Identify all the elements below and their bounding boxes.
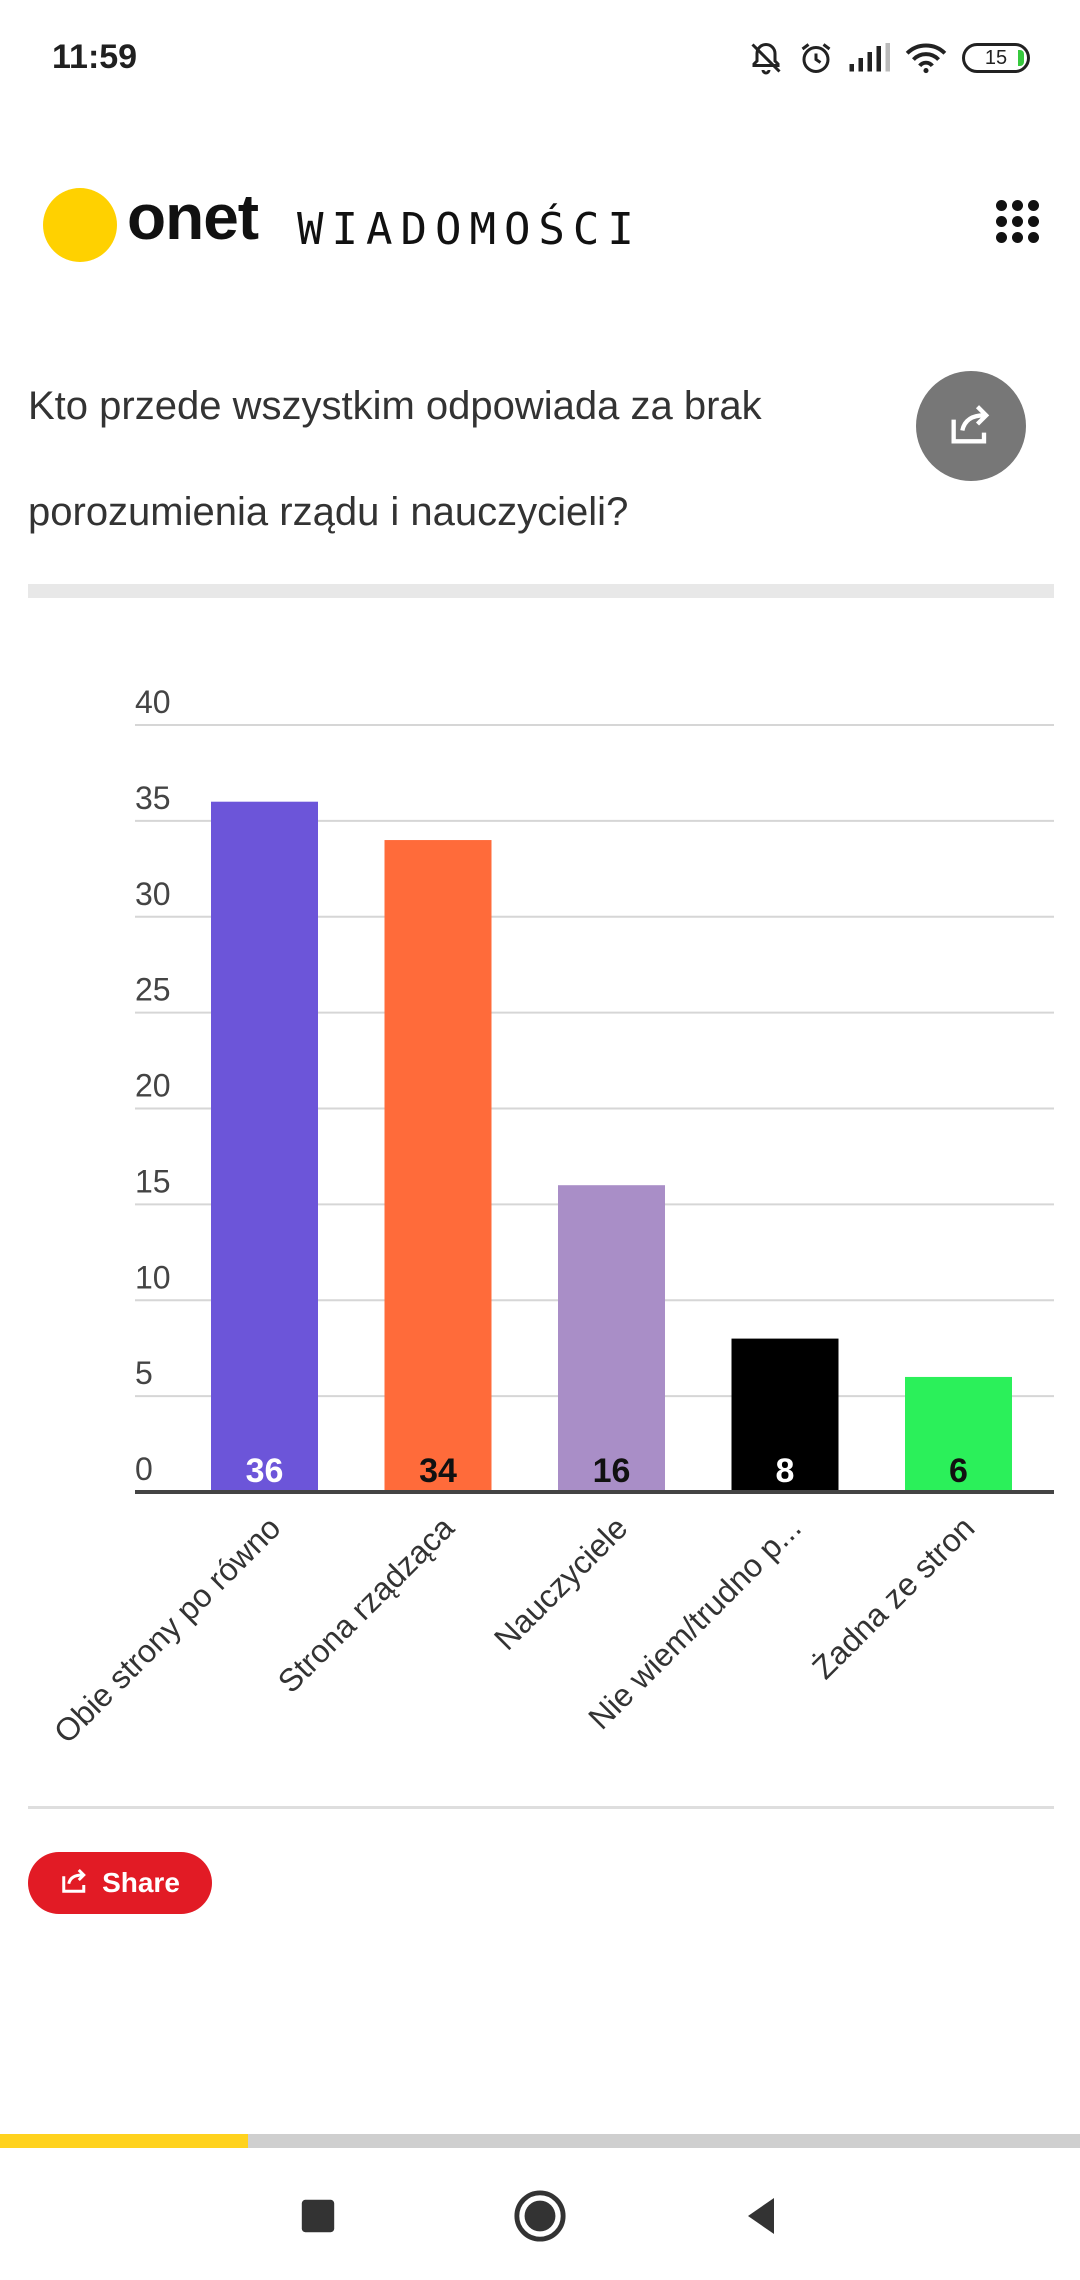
recent-apps-icon[interactable] xyxy=(290,2188,346,2244)
share-button-label: Share xyxy=(102,1867,180,1898)
category-label: Obie strony po równo xyxy=(47,1509,288,1750)
status-bar: 11:59 15 xyxy=(0,0,1080,120)
data-label: 16 xyxy=(593,1452,631,1490)
category-label: Nauczyciele xyxy=(487,1509,634,1656)
logo-word[interactable]: onet xyxy=(127,181,259,253)
y-tick-label: 0 xyxy=(135,1451,153,1487)
logo-dot-icon[interactable] xyxy=(43,188,117,262)
y-tick-label: 20 xyxy=(135,1068,171,1104)
bar xyxy=(558,1185,665,1492)
reading-progress xyxy=(0,2134,1080,2148)
grid-menu-icon[interactable] xyxy=(996,200,1040,244)
bar xyxy=(905,1376,1012,1492)
logo-section[interactable]: WIADOMOŚCI xyxy=(297,204,642,255)
navigation-bar xyxy=(0,2150,1080,2280)
chart-divider xyxy=(28,1806,1054,1809)
bell-muted-icon xyxy=(748,40,784,76)
share-icon xyxy=(945,398,997,455)
share-button-icon xyxy=(60,1865,90,1902)
poll-question: Kto przede wszystkim odpowiada za brak p… xyxy=(28,384,762,534)
alarm-icon xyxy=(798,40,834,76)
signal-icon xyxy=(848,42,890,74)
reading-progress-fill xyxy=(0,2134,249,2148)
y-tick-label: 35 xyxy=(135,780,171,816)
share-button[interactable]: Share xyxy=(28,1852,212,1914)
status-time: 11:59 xyxy=(52,38,138,76)
y-tick-label: 5 xyxy=(135,1355,153,1391)
bar xyxy=(731,1338,839,1492)
y-tick-label: 10 xyxy=(135,1259,171,1295)
data-label: 34 xyxy=(419,1452,457,1490)
battery-icon: 15 xyxy=(962,43,1030,73)
site-header: onet WIADOMOŚCI xyxy=(0,170,1080,280)
home-icon[interactable] xyxy=(512,2188,568,2244)
wifi-icon xyxy=(904,41,948,75)
data-label: 8 xyxy=(776,1452,795,1490)
y-tick-label: 40 xyxy=(135,684,171,720)
data-label: 36 xyxy=(246,1452,284,1490)
category-label: Żadna ze stron xyxy=(805,1509,981,1685)
data-label: 6 xyxy=(949,1452,968,1490)
poll-chart: 0 5 10 15 20 25 30 35 40 36 Obie strony po równo 34… xyxy=(0,660,1080,1780)
back-icon[interactable] xyxy=(734,2188,790,2244)
bar xyxy=(384,840,492,1492)
bar xyxy=(211,801,318,1492)
y-tick-label: 15 xyxy=(135,1163,171,1199)
y-tick-label: 25 xyxy=(135,972,171,1008)
category-label: Strona rządząca xyxy=(271,1509,461,1699)
y-tick-label: 30 xyxy=(135,876,171,912)
share-circle-button[interactable] xyxy=(916,371,1026,481)
status-icons: 15 xyxy=(748,36,1030,80)
question-divider xyxy=(28,584,1054,598)
battery-level: 15 xyxy=(984,46,1008,69)
